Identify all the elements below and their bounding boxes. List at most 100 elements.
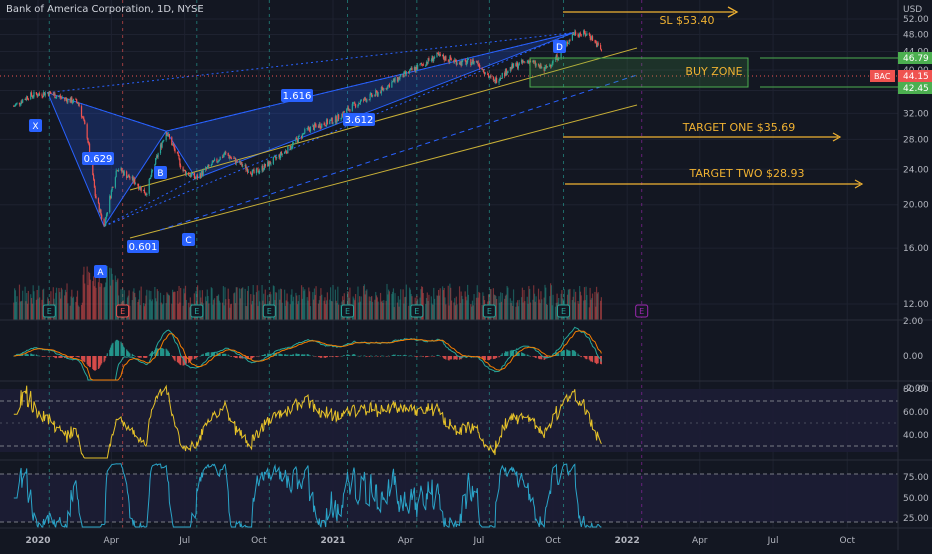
volume-bar — [546, 304, 548, 320]
volume-bar — [16, 296, 18, 320]
candle-body — [222, 155, 224, 158]
candle-body — [515, 63, 517, 67]
macd-hist-bar — [538, 356, 540, 360]
earnings-marker[interactable]: E — [190, 304, 204, 318]
macd-hist-bar — [526, 354, 528, 356]
candle-body — [524, 61, 526, 63]
candle-body — [586, 33, 588, 36]
candle-body — [552, 59, 554, 64]
candle-body — [172, 144, 175, 146]
pattern-ac-line — [103, 177, 197, 227]
macd-hist-bar — [172, 356, 174, 358]
macd-hist-bar — [155, 348, 157, 356]
macd-hist-bar — [482, 356, 484, 359]
earnings-marker[interactable]: E — [482, 304, 496, 318]
earnings-marker[interactable]: E — [42, 304, 56, 318]
macd-hist-bar — [567, 350, 569, 356]
macd-hist-bar — [161, 348, 163, 356]
candle-body — [247, 171, 249, 173]
candle-body — [397, 77, 399, 82]
macd-hist-bar — [273, 352, 275, 356]
earnings-marker[interactable]: E — [262, 304, 276, 318]
candle-body — [63, 97, 66, 100]
volume-bar — [155, 301, 158, 320]
volume-bar — [234, 292, 236, 320]
volume-bar — [383, 300, 385, 320]
candle-body — [507, 71, 509, 74]
time-tick: Jul — [767, 536, 779, 546]
volume-bar — [285, 300, 287, 320]
volume-bar — [58, 288, 60, 320]
candle-body — [251, 169, 253, 176]
macd-hist-bar — [573, 350, 575, 356]
candle-body — [408, 71, 410, 73]
macd-hist-bar — [449, 356, 451, 360]
volume-bar — [396, 302, 399, 320]
candle-body — [325, 119, 328, 127]
macd-hist-bar — [417, 356, 419, 357]
volume-bar — [212, 304, 214, 320]
earnings-marker[interactable]: E — [557, 304, 571, 318]
candle-body — [213, 159, 216, 161]
candle-body — [183, 169, 185, 172]
candle-body — [126, 176, 129, 178]
time-tick: 2022 — [615, 536, 640, 546]
volume-bar — [447, 285, 449, 320]
stoch-band — [0, 474, 898, 522]
volume-bar — [298, 294, 300, 320]
point-x-label: X — [32, 122, 38, 132]
candle-body — [20, 101, 22, 105]
volume-bar — [381, 300, 383, 320]
volume-bar — [540, 291, 542, 320]
indicator-tick: 2.00 — [903, 317, 923, 327]
stoch-pane — [0, 463, 898, 529]
candle-body — [162, 140, 164, 143]
macd-hist-bar — [30, 353, 32, 356]
volume-bar — [470, 304, 472, 320]
volume-bar — [84, 283, 86, 320]
volume-bar — [400, 289, 402, 320]
candle-body — [304, 129, 306, 134]
macd-hist-bar — [560, 351, 562, 356]
macd-hist-bar — [179, 356, 181, 365]
price-candles — [13, 29, 603, 227]
macd-hist-bar — [500, 355, 502, 356]
macd-hist-bar — [454, 356, 456, 360]
volume-bar — [134, 292, 136, 320]
macd-hist-bar — [302, 354, 304, 356]
volume-bar — [259, 301, 261, 320]
macd-hist-bar — [145, 356, 147, 358]
macd-hist-bar — [400, 355, 402, 356]
candle-body — [298, 135, 300, 137]
macd-hist-bar — [71, 356, 73, 358]
earnings-marker[interactable]: E — [116, 304, 130, 318]
earnings-marker[interactable]: E — [341, 304, 355, 318]
lower-price-value: 42.45 — [903, 84, 929, 94]
volume-bar — [18, 284, 21, 320]
candle-body — [358, 103, 360, 105]
candle-body — [140, 186, 142, 191]
candle-body — [112, 186, 114, 188]
volume-bar — [403, 303, 405, 320]
candle-body — [533, 61, 535, 63]
macd-hist-bar — [97, 356, 100, 370]
volume-bar — [219, 302, 221, 320]
volume-bar — [515, 306, 517, 320]
candle-body — [549, 64, 551, 67]
volume-bar — [421, 286, 423, 320]
candle-body — [550, 64, 552, 67]
candle-body — [321, 123, 323, 128]
candle-body — [53, 93, 55, 95]
candle-body — [317, 125, 320, 128]
candle-body — [200, 173, 202, 178]
candle-body — [532, 61, 534, 63]
candle-body — [315, 125, 317, 127]
macd-hist-bar — [583, 356, 586, 358]
candle-body — [264, 163, 266, 167]
earnings-marker[interactable]: E — [635, 304, 649, 318]
macd-hist-bar — [196, 356, 199, 357]
earnings-marker[interactable]: E — [410, 304, 424, 318]
